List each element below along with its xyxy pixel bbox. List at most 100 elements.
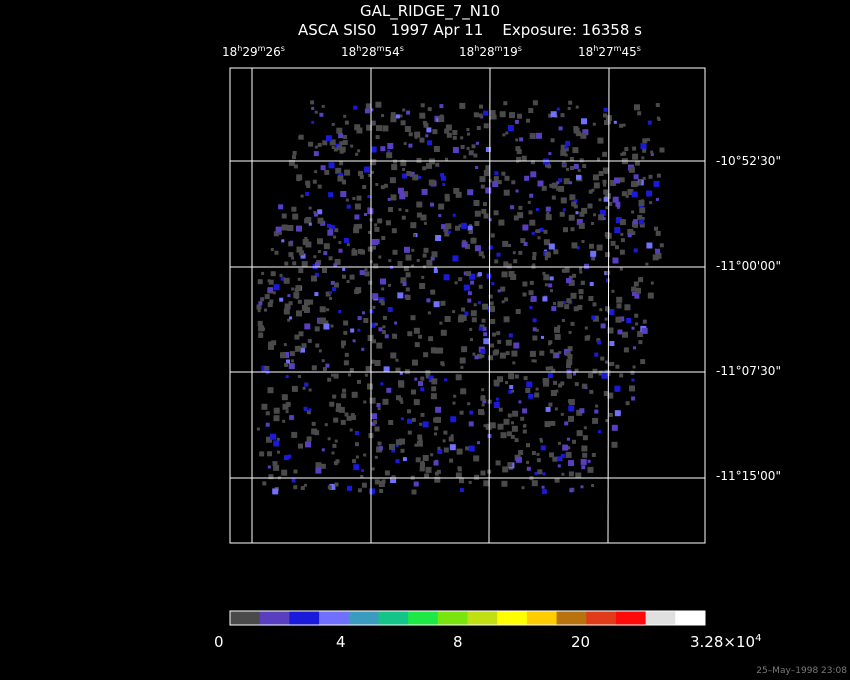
count-pixel <box>557 325 561 329</box>
count-pixel <box>546 212 550 215</box>
count-pixel <box>447 230 451 234</box>
count-pixel <box>455 472 462 479</box>
count-pixel <box>561 319 565 322</box>
count-pixel <box>267 451 272 457</box>
count-pixel <box>570 321 575 326</box>
count-pixel <box>504 175 510 181</box>
count-pixel <box>268 474 274 480</box>
count-pixel <box>382 325 386 329</box>
count-pixel <box>556 107 560 111</box>
dec-tick-label: -11°07'30" <box>716 364 781 378</box>
count-pixel <box>517 113 522 119</box>
count-pixel <box>545 366 550 371</box>
count-pixel <box>349 368 354 372</box>
count-pixel <box>522 429 527 434</box>
count-pixel <box>655 197 659 201</box>
count-pixel <box>392 249 398 255</box>
count-pixel <box>602 167 609 174</box>
count-pixel <box>631 396 636 401</box>
count-pixel <box>390 194 397 201</box>
count-pixel <box>549 452 554 458</box>
count-pixel <box>345 198 349 202</box>
count-pixel <box>334 258 341 265</box>
count-pixel <box>428 179 435 186</box>
count-pixel <box>483 170 490 176</box>
count-pixel <box>256 304 262 310</box>
count-pixel <box>619 177 625 183</box>
count-pixel <box>430 256 435 261</box>
count-pixel <box>426 298 431 303</box>
count-pixel <box>370 120 376 126</box>
count-pixel <box>584 335 590 341</box>
count-pixel <box>655 230 661 236</box>
count-pixel <box>599 308 603 312</box>
count-pixel <box>619 373 624 378</box>
count-pixel <box>420 462 425 468</box>
count-pixel <box>499 352 506 359</box>
count-pixel <box>311 120 315 124</box>
count-pixel <box>377 441 382 446</box>
count-pixel <box>397 261 403 266</box>
count-pixel <box>553 249 559 255</box>
count-pixel <box>589 282 594 286</box>
count-pixel <box>330 373 334 377</box>
count-pixel <box>319 112 324 117</box>
count-pixel <box>506 431 512 437</box>
count-pixel <box>467 189 474 196</box>
count-pixel <box>351 391 358 398</box>
count-pixel <box>401 215 406 220</box>
count-pixel <box>488 294 493 299</box>
count-pixel <box>619 219 626 226</box>
count-pixel <box>431 386 437 392</box>
count-pixel <box>615 217 622 223</box>
count-pixel <box>337 175 344 182</box>
count-pixel <box>391 228 397 234</box>
count-pixel <box>281 239 285 243</box>
count-pixel <box>558 178 563 183</box>
count-pixel <box>641 156 645 160</box>
count-pixel <box>616 296 623 303</box>
count-pixel <box>591 188 595 192</box>
count-pixel <box>469 224 472 228</box>
count-pixel <box>346 280 350 283</box>
count-pixel <box>317 184 322 189</box>
count-pixel <box>564 153 568 157</box>
count-pixel <box>528 210 533 215</box>
count-pixel <box>350 413 355 418</box>
count-pixel <box>438 203 445 210</box>
count-pixel <box>352 248 356 252</box>
count-pixel <box>376 125 382 132</box>
count-pixel <box>266 436 272 443</box>
count-pixel <box>313 255 317 259</box>
count-pixel <box>497 289 501 293</box>
count-pixel <box>650 153 654 156</box>
count-pixel <box>605 252 610 258</box>
count-pixel <box>298 331 304 337</box>
count-pixel <box>576 430 583 437</box>
colorbar-frame <box>229 610 706 626</box>
count-pixel <box>314 430 320 436</box>
count-pixel <box>355 152 359 156</box>
count-pixel <box>473 112 479 118</box>
count-pixel <box>502 466 509 473</box>
count-pixel <box>616 303 622 309</box>
count-pixel <box>549 349 554 354</box>
count-pixel <box>321 448 325 452</box>
count-pixel <box>478 326 483 331</box>
count-pixel <box>568 279 575 286</box>
count-pixel <box>301 305 308 311</box>
count-pixel <box>280 276 285 281</box>
count-pixel <box>614 177 620 184</box>
count-pixel <box>371 413 377 420</box>
count-pixel <box>416 157 422 163</box>
count-pixel <box>422 421 429 428</box>
count-pixel <box>553 380 557 385</box>
count-pixel <box>328 192 334 198</box>
count-pixel <box>603 196 609 202</box>
colorbar-swatch <box>675 611 706 625</box>
count-pixel <box>365 103 371 109</box>
count-pixel <box>638 340 643 345</box>
count-pixel <box>327 485 332 490</box>
count-pixel <box>292 155 296 160</box>
image-title: GAL_RIDGE_7_N10 <box>359 2 501 20</box>
